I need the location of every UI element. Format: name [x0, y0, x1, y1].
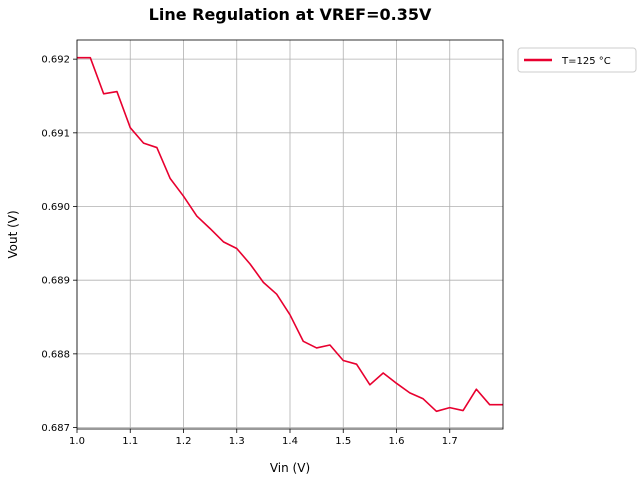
series-line [77, 56, 503, 413]
x-tick-label: 1.4 [282, 436, 298, 447]
y-tick-label: 0.688 [41, 349, 70, 360]
x-axis-ticks: 1.0 1.1 1.2 1.3 1.4 1.5 1.6 1.7 [69, 429, 458, 447]
x-tick-label: 1.7 [442, 436, 458, 447]
x-axis-label: Vin (V) [270, 461, 310, 475]
x-tick-label: 1.0 [69, 436, 85, 447]
legend[interactable]: T=125 °C [517, 47, 637, 73]
y-axis-ticks: 0.687 0.688 0.689 0.690 0.691 0.692 [41, 55, 77, 434]
x-tick-label: 1.3 [229, 436, 245, 447]
x-tick-label: 1.6 [389, 436, 405, 447]
legend-label: T=125 °C [561, 56, 611, 67]
chart-title: Line Regulation at VREF=0.35V [149, 5, 432, 24]
y-tick-label: 0.691 [41, 128, 70, 139]
y-tick-label: 0.689 [41, 276, 70, 287]
x-tick-label: 1.2 [176, 436, 192, 447]
grid-lines [76, 40, 503, 429]
y-axis-label: Vout (V) [6, 210, 20, 258]
legend-box [517, 47, 637, 73]
y-tick-label: 0.690 [41, 202, 70, 213]
series-layer [77, 56, 503, 413]
x-tick-label: 1.5 [335, 436, 351, 447]
x-tick-label: 1.1 [122, 436, 138, 447]
y-tick-label: 0.687 [41, 423, 70, 434]
y-tick-label: 0.692 [41, 55, 70, 66]
